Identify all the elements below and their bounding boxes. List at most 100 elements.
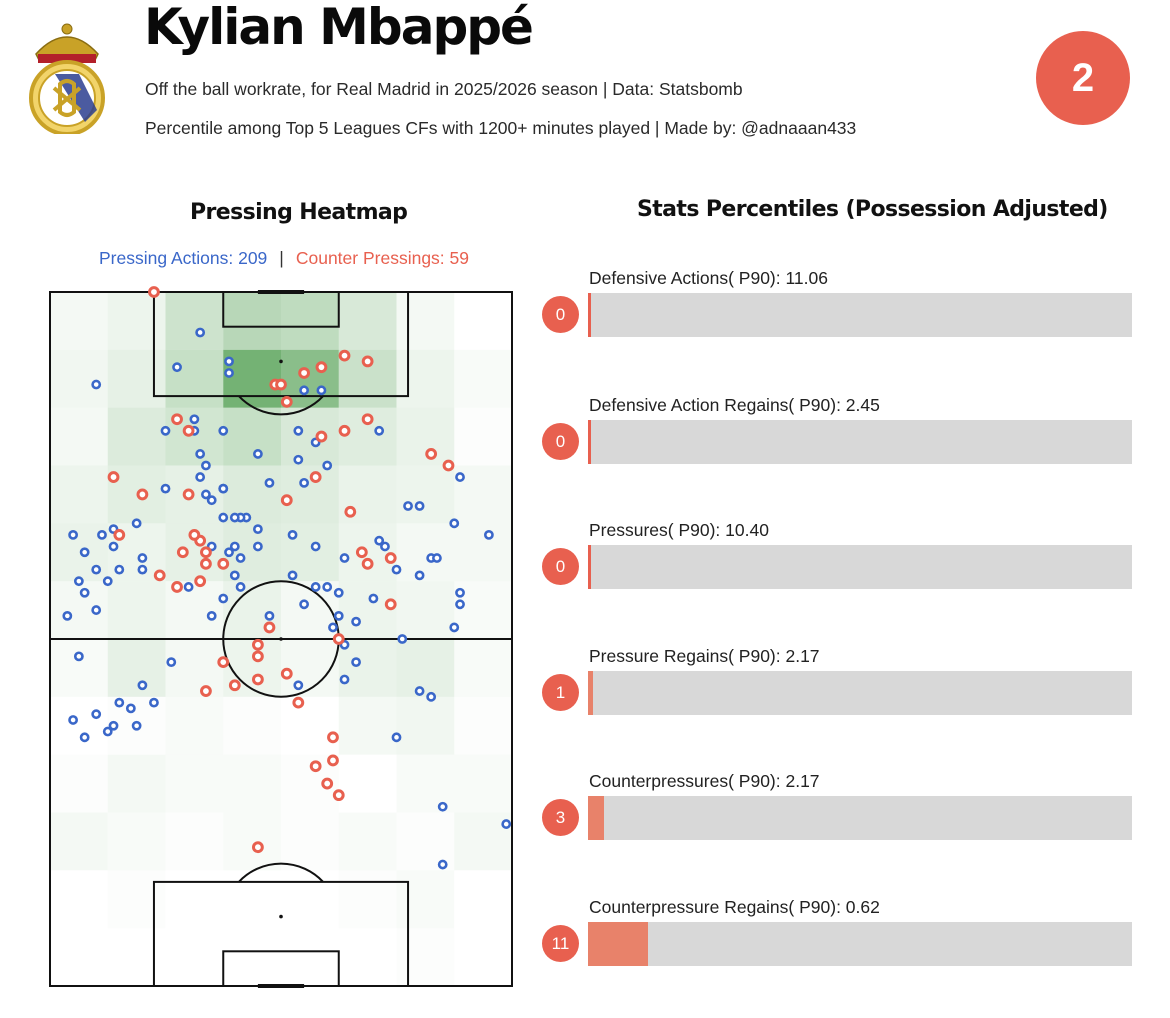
counter-pressing-point bbox=[252, 841, 264, 854]
pressing-action-point bbox=[339, 553, 350, 563]
pressing-action-point bbox=[224, 356, 234, 367]
heatmap-cell bbox=[339, 813, 397, 871]
counter-pressing-point bbox=[263, 621, 276, 634]
pressing-action-point bbox=[437, 801, 448, 812]
heatmap-cell bbox=[454, 755, 512, 813]
pressing-action-point bbox=[299, 477, 309, 488]
bottom-penalty-arc bbox=[238, 862, 324, 883]
stat-bar-track bbox=[588, 293, 1132, 337]
pressing-action-point bbox=[102, 726, 113, 737]
pressing-action-point bbox=[322, 582, 333, 592]
pressing-action-point bbox=[149, 697, 159, 708]
pressing-action-point bbox=[252, 449, 263, 459]
heatmap-cell bbox=[50, 755, 108, 813]
pressing-action-point bbox=[351, 657, 361, 668]
counter-pressing-point bbox=[332, 789, 345, 802]
subtitle-percentile: Percentile among Top 5 Leagues CFs with … bbox=[145, 118, 857, 138]
heatmap-cell bbox=[107, 581, 166, 639]
pressing-action-point bbox=[195, 449, 206, 459]
pressing-action-point bbox=[201, 460, 211, 471]
counter-pressing-point bbox=[361, 557, 374, 570]
stat-percentile-badge: 0 bbox=[542, 423, 579, 460]
counter-pressing-point bbox=[338, 349, 351, 362]
pressing-action-point bbox=[102, 576, 113, 587]
pressing-action-point bbox=[218, 593, 229, 604]
stat-bar-track bbox=[588, 420, 1132, 464]
top-penalty-arc bbox=[238, 395, 324, 416]
stat-percentile-badge: 0 bbox=[542, 548, 579, 585]
counter-pressing-point bbox=[338, 424, 351, 437]
counter-pressing-point bbox=[176, 546, 189, 559]
pressing-action-point bbox=[224, 547, 234, 558]
pressing-action-point bbox=[293, 425, 304, 436]
pressing-action-point bbox=[333, 587, 344, 598]
counter-pressing-count-label: Counter Pressings: 59 bbox=[295, 248, 469, 268]
pressing-action-point bbox=[310, 582, 321, 592]
bottom-penalty-spot bbox=[279, 914, 283, 919]
pressing-action-point bbox=[264, 610, 275, 621]
pressing-action-point bbox=[310, 541, 321, 552]
counter-pressing-point bbox=[332, 633, 345, 645]
stat-label: Defensive Actions( P90): 11.06 bbox=[589, 268, 828, 288]
pressing-action-point bbox=[68, 529, 78, 540]
pressing-action-point bbox=[437, 859, 448, 870]
counter-pressing-point bbox=[298, 367, 311, 379]
stats-title: Stats Percentiles (Possession Adjusted) bbox=[637, 197, 1108, 222]
counter-pressing-point bbox=[384, 552, 397, 564]
stat-label: Defensive Action Regains( P90): 2.45 bbox=[589, 395, 880, 415]
counter-pressing-point bbox=[442, 459, 455, 472]
pressing-action-point bbox=[287, 570, 298, 581]
heatmap-cell bbox=[108, 813, 166, 871]
pressing-action-point bbox=[108, 720, 119, 731]
pressing-action-point bbox=[403, 501, 413, 511]
heatmap-title: Pressing Heatmap bbox=[190, 200, 408, 225]
heatmap-cell bbox=[223, 813, 281, 871]
counter-pressing-point bbox=[200, 685, 212, 697]
stat-label: Pressures( P90): 10.40 bbox=[589, 520, 769, 540]
pressing-action-point bbox=[432, 553, 442, 563]
pressing-action-point bbox=[172, 362, 182, 373]
heatmap-cell bbox=[165, 292, 224, 350]
counter-pressing-point bbox=[327, 731, 339, 744]
pressing-action-point bbox=[235, 553, 246, 563]
pressing-action-point bbox=[322, 460, 333, 471]
centre-spot bbox=[279, 637, 283, 641]
stat-bar-track bbox=[588, 922, 1132, 966]
counter-pressing-point bbox=[292, 696, 305, 709]
heatmap-cell bbox=[338, 696, 397, 755]
pressing-action-point bbox=[224, 368, 234, 378]
counter-pressing-point bbox=[280, 395, 293, 408]
pressing-action-point bbox=[183, 582, 194, 592]
heatmap-cell bbox=[396, 581, 455, 639]
counter-pressing-point bbox=[309, 760, 322, 773]
pressing-action-point bbox=[160, 483, 171, 494]
subtitle-season: Off the ball workrate, for Real Madrid i… bbox=[145, 79, 743, 99]
counter-pressing-point bbox=[344, 505, 357, 518]
stat-bar-fill bbox=[588, 420, 591, 464]
pressing-action-point bbox=[189, 414, 200, 425]
pressing-action-point bbox=[252, 524, 263, 535]
stat-bar-track bbox=[588, 796, 1132, 840]
counter-pressing-point bbox=[252, 650, 264, 663]
stat-percentile-badge: 3 bbox=[542, 799, 579, 836]
stat-bar-track bbox=[588, 671, 1132, 715]
heatmap-cell bbox=[281, 465, 339, 524]
pressing-action-point bbox=[114, 697, 125, 708]
pressing-action-point bbox=[483, 529, 494, 540]
pressing-action-point bbox=[137, 564, 148, 575]
top-penalty-spot bbox=[279, 359, 283, 364]
pressing-action-point bbox=[195, 472, 206, 482]
pressing-action-point bbox=[426, 691, 437, 702]
pressing-action-point bbox=[414, 570, 425, 581]
heatmap-cell bbox=[50, 292, 108, 350]
heatmap-cell bbox=[165, 349, 224, 408]
bottom-goal bbox=[257, 984, 305, 988]
heatmap-cell bbox=[223, 697, 281, 755]
pressing-action-point bbox=[391, 564, 402, 575]
pressing-action-point bbox=[91, 564, 102, 575]
heatmap-cell bbox=[338, 292, 397, 350]
counter-pressing-point bbox=[200, 557, 212, 570]
pressing-action-point bbox=[287, 529, 298, 540]
real-madrid-crest-icon bbox=[29, 23, 105, 134]
pressing-action-point bbox=[201, 489, 211, 500]
